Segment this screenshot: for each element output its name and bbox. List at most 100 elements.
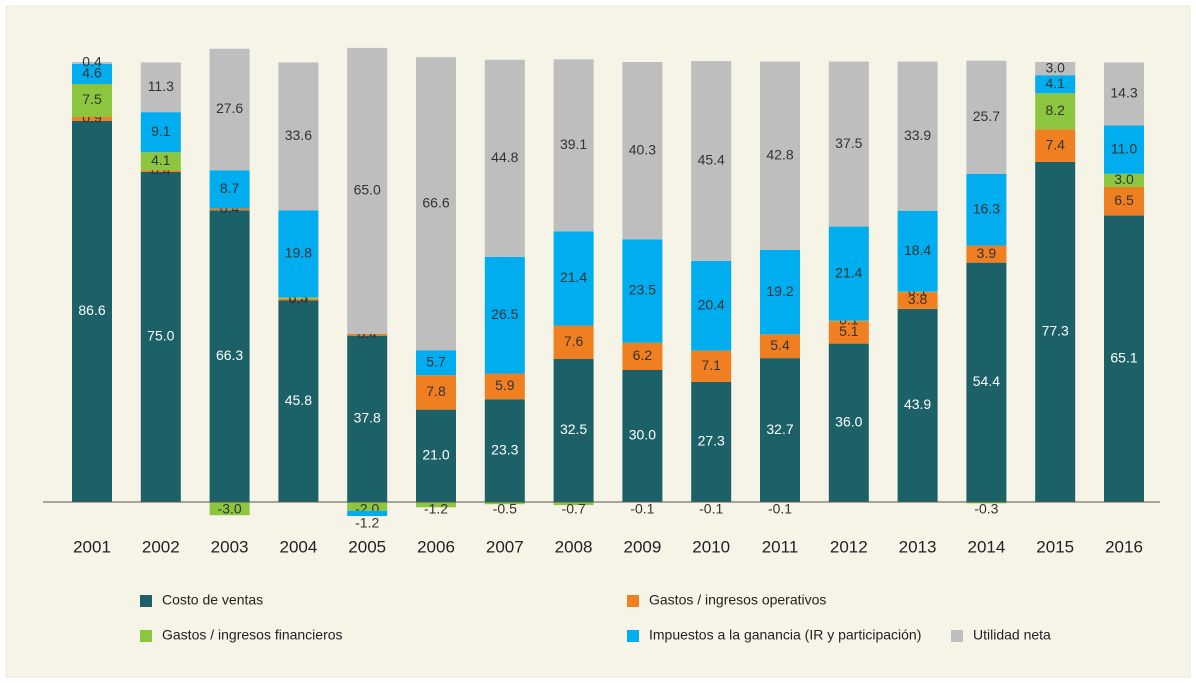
value-label: 66.6 <box>422 194 449 210</box>
value-label: 65.0 <box>354 182 381 198</box>
bar-segment <box>966 502 1007 504</box>
bar-segment <box>484 256 525 374</box>
bar-segment <box>72 62 112 64</box>
value-label: 27.3 <box>698 433 725 449</box>
x-tick-label: 2011 <box>762 537 799 556</box>
value-label: 42.8 <box>766 146 793 162</box>
bar-segment <box>1104 186 1144 216</box>
value-label: -0.1 <box>768 501 792 517</box>
bar-segment <box>966 245 1007 263</box>
bar-segment <box>897 61 938 211</box>
value-label: -1.2 <box>355 515 379 531</box>
bar-segment <box>209 208 250 211</box>
value-label: 45.4 <box>698 152 725 168</box>
value-label: 21.0 <box>422 447 449 463</box>
value-label: 5.4 <box>770 337 790 353</box>
bar-segment <box>622 62 663 240</box>
value-label: 45.8 <box>285 392 312 408</box>
bar-segment <box>347 502 388 511</box>
legend-swatch <box>140 630 152 642</box>
bar-segment <box>209 170 250 209</box>
bar-segment <box>484 399 525 502</box>
value-label: 6.5 <box>1114 192 1134 208</box>
x-tick-label: 2008 <box>555 537 593 556</box>
value-label: 77.3 <box>1042 323 1069 339</box>
value-label: -0.1 <box>699 501 723 517</box>
bar-segment <box>622 342 663 370</box>
bar-segment <box>416 502 456 508</box>
value-label: 7.6 <box>564 333 584 349</box>
value-label: 5.7 <box>426 353 446 369</box>
bar-segment <box>691 61 732 261</box>
value-label: 3.9 <box>977 245 997 261</box>
bar-segment <box>278 298 319 301</box>
bar-segment <box>828 226 869 321</box>
bar-segment <box>278 297 319 299</box>
x-tick-label: 2015 <box>1036 537 1074 556</box>
bar-segment <box>1104 125 1144 174</box>
bar-segment <box>416 375 456 410</box>
bar-segment <box>72 117 112 121</box>
x-tick-label: 2006 <box>417 537 455 556</box>
bar-segment <box>347 333 388 336</box>
value-label: -0.7 <box>562 501 586 517</box>
x-tick-label: 2004 <box>279 537 317 556</box>
value-label: 3.0 <box>1045 59 1065 75</box>
value-label: 8.7 <box>220 180 240 196</box>
value-label: 36.0 <box>835 414 862 430</box>
value-label: 37.5 <box>835 135 862 151</box>
bar-segment <box>897 210 938 292</box>
bar-segment <box>347 47 388 334</box>
value-label: 43.9 <box>904 396 931 412</box>
value-label: 4.1 <box>151 152 171 168</box>
bar-segment <box>278 300 319 502</box>
value-label: 16.3 <box>973 200 1000 216</box>
value-label: 11.3 <box>148 78 174 94</box>
value-label: 33.6 <box>285 127 312 143</box>
bar-segment <box>484 502 525 505</box>
x-tick-label: 2003 <box>211 537 249 556</box>
bar-segment <box>1035 62 1076 76</box>
bar-segment <box>1104 173 1144 187</box>
bar-segment <box>897 308 938 502</box>
value-label: 23.3 <box>491 441 518 457</box>
value-label: 5.1 <box>839 323 859 339</box>
legend-label: Gastos / ingresos operativos <box>649 592 826 608</box>
x-tick-label: 2013 <box>899 537 937 556</box>
bar-segment <box>553 325 594 359</box>
value-label: 30.0 <box>629 427 656 443</box>
bar-segment <box>484 373 525 400</box>
value-label: 8.2 <box>1045 102 1065 118</box>
bar-segment <box>760 334 800 359</box>
legend-label: Utilidad neta <box>973 627 1051 643</box>
bar-segment <box>140 62 181 113</box>
value-label: 3.8 <box>908 291 928 307</box>
bar-segment <box>1035 161 1076 502</box>
legend-label: Impuestos a la ganancia (IR y participac… <box>649 627 921 643</box>
x-tick-label: 2009 <box>623 537 661 556</box>
value-label: 37.8 <box>354 410 381 426</box>
value-label: 40.3 <box>629 141 656 157</box>
bar-segment <box>140 112 181 153</box>
bar-segment <box>828 321 869 344</box>
value-label: 27.6 <box>216 100 243 116</box>
bar-segment <box>966 173 1007 246</box>
x-tick-label: 2001 <box>73 537 111 556</box>
bar-segment <box>416 350 456 376</box>
bar-segment <box>897 292 938 309</box>
value-label: 4.6 <box>82 65 102 81</box>
value-label: 26.5 <box>491 306 518 322</box>
value-label: 44.8 <box>491 149 518 165</box>
value-label: -3.0 <box>218 501 242 517</box>
bar-segment <box>1035 129 1076 162</box>
bar-segment <box>209 210 250 502</box>
bar-segment <box>140 172 181 502</box>
value-label: 65.1 <box>1110 349 1137 365</box>
bar-segment <box>484 59 525 257</box>
value-label: 75.0 <box>147 328 174 344</box>
value-label: 5.9 <box>495 377 515 393</box>
legend-label: Gastos / ingresos financieros <box>162 627 343 643</box>
value-label: 54.4 <box>973 373 1000 389</box>
bar-segment <box>828 61 869 227</box>
